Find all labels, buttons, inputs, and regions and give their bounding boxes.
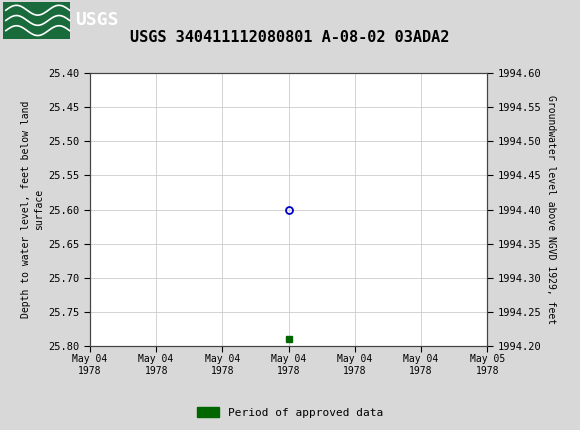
Text: USGS 340411112080801 A-08-02 03ADA2: USGS 340411112080801 A-08-02 03ADA2 xyxy=(130,30,450,45)
Y-axis label: Depth to water level, feet below land
surface: Depth to water level, feet below land su… xyxy=(21,101,44,318)
Legend: Period of approved data: Period of approved data xyxy=(193,403,387,422)
Y-axis label: Groundwater level above NGVD 1929, feet: Groundwater level above NGVD 1929, feet xyxy=(546,95,556,324)
Text: USGS: USGS xyxy=(75,12,119,29)
FancyBboxPatch shape xyxy=(3,2,70,39)
